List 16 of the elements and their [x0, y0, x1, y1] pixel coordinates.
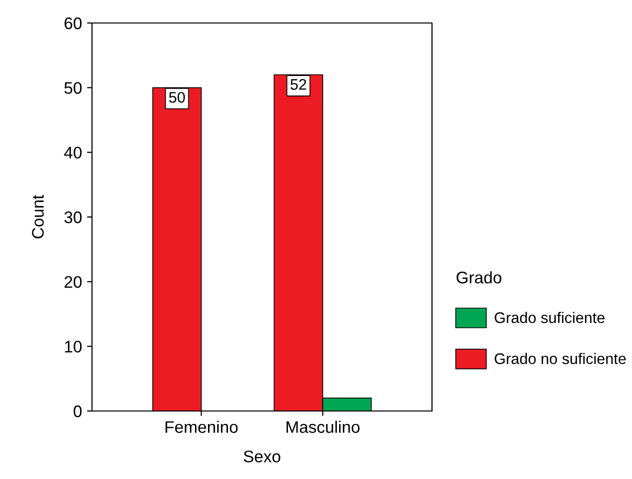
y-tick-label: 40: [64, 146, 82, 159]
y-axis-title: Count: [32, 194, 44, 238]
y-tick-label: 30: [64, 211, 82, 224]
legend-title: Grado: [456, 271, 502, 284]
y-tick-label: 60: [64, 17, 82, 30]
y-tick-label: 50: [64, 82, 82, 94]
data-label: 52: [290, 79, 306, 90]
y-tick-label: 20: [64, 276, 82, 288]
legend-label: Grado suficiente: [494, 312, 605, 324]
x-axis-title: Sexo: [244, 450, 280, 462]
x-tick-label: Masculino: [286, 420, 360, 433]
y-tick-label: 0: [74, 405, 82, 418]
legend-label: Grado no suficiente: [494, 352, 626, 364]
y-tick-label: 10: [65, 340, 82, 353]
x-tick-label: Femenino: [166, 420, 238, 433]
data-label: 50: [169, 92, 185, 103]
